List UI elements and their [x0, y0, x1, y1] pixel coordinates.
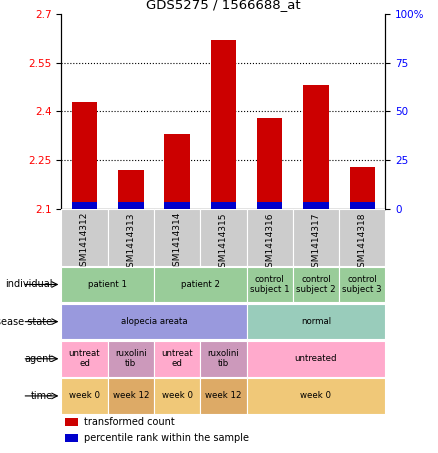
Bar	[164, 202, 190, 209]
Bar	[247, 378, 385, 414]
Text: week 12: week 12	[113, 391, 149, 400]
Bar	[118, 202, 144, 209]
Bar	[247, 267, 293, 302]
Bar	[303, 85, 328, 209]
Text: transformed count: transformed count	[84, 417, 175, 427]
Bar	[61, 378, 108, 414]
Text: ruxolini
tib: ruxolini tib	[208, 349, 239, 368]
Text: week 0: week 0	[69, 391, 100, 400]
Bar	[293, 209, 339, 266]
Bar	[200, 341, 247, 376]
Text: percentile rank within the sample: percentile rank within the sample	[84, 433, 249, 443]
Bar	[108, 378, 154, 414]
Text: week 12: week 12	[205, 391, 242, 400]
Text: agent: agent	[25, 354, 53, 364]
Bar	[154, 209, 200, 266]
Bar	[154, 378, 200, 414]
Bar	[350, 167, 375, 209]
Text: ruxolini
tib: ruxolini tib	[115, 349, 147, 368]
Bar	[64, 418, 78, 426]
Bar	[303, 202, 328, 209]
Text: GSM1414314: GSM1414314	[173, 212, 182, 273]
Text: patient 2: patient 2	[181, 280, 220, 289]
Text: GSM1414316: GSM1414316	[265, 212, 274, 273]
Bar	[118, 170, 144, 209]
Text: untreat
ed: untreat ed	[69, 349, 100, 368]
Text: control
subject 1: control subject 1	[250, 275, 290, 294]
Bar	[350, 202, 375, 209]
Bar	[211, 40, 236, 209]
Bar	[72, 101, 97, 209]
Bar	[257, 118, 283, 209]
Bar	[247, 341, 385, 376]
Text: patient 1: patient 1	[88, 280, 127, 289]
Bar	[61, 341, 108, 376]
Bar	[164, 134, 190, 209]
Bar	[108, 341, 154, 376]
Text: alopecia areata: alopecia areata	[120, 317, 187, 326]
Bar	[200, 209, 247, 266]
Bar	[247, 304, 385, 339]
Text: individual: individual	[5, 280, 53, 289]
Text: normal: normal	[301, 317, 331, 326]
Text: time: time	[30, 391, 53, 401]
Bar	[211, 202, 236, 209]
Bar	[339, 209, 385, 266]
Text: GSM1414312: GSM1414312	[80, 212, 89, 273]
Bar	[108, 209, 154, 266]
Text: untreat
ed: untreat ed	[161, 349, 193, 368]
Bar	[72, 202, 97, 209]
Text: week 0: week 0	[162, 391, 193, 400]
Bar	[64, 434, 78, 442]
Text: GSM1414315: GSM1414315	[219, 212, 228, 273]
Bar	[339, 267, 385, 302]
Bar	[154, 341, 200, 376]
Bar	[61, 267, 154, 302]
Bar	[247, 209, 293, 266]
Bar	[293, 267, 339, 302]
Bar	[61, 304, 247, 339]
Text: control
subject 3: control subject 3	[343, 275, 382, 294]
Text: GSM1414317: GSM1414317	[311, 212, 321, 273]
Bar	[257, 202, 283, 209]
Text: untreated: untreated	[295, 354, 337, 363]
Bar	[200, 378, 247, 414]
Text: week 0: week 0	[300, 391, 332, 400]
Text: GSM1414318: GSM1414318	[358, 212, 367, 273]
Text: disease state: disease state	[0, 317, 53, 327]
Text: control
subject 2: control subject 2	[296, 275, 336, 294]
Text: GSM1414313: GSM1414313	[126, 212, 135, 273]
Bar	[154, 267, 247, 302]
Bar	[61, 209, 108, 266]
Title: GDS5275 / 1566688_at: GDS5275 / 1566688_at	[146, 0, 301, 11]
